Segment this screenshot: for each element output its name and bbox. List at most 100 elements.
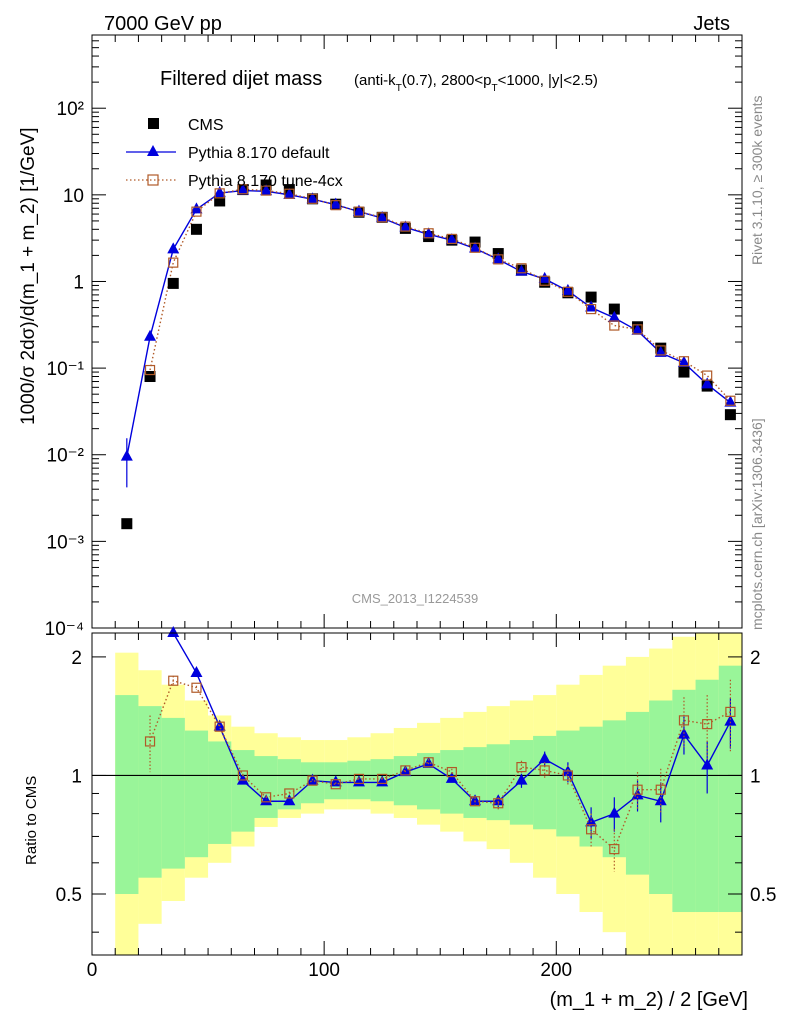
ratio-y-tick-label: 1 [71,766,82,787]
ratio-tune-point [725,706,736,718]
ratio-tune-point [632,784,643,795]
ratio-default-point [445,771,458,783]
main-series-layer [120,179,737,530]
ratio-bands-layer [92,633,742,955]
ratio-y-tick-label-right: 2 [750,648,761,669]
ratio-default-point [515,773,528,785]
ratio-y-axis-label: Ratio to CMS [23,776,40,865]
ratio-default-point [167,626,180,637]
default-data-point [677,355,690,367]
tune-data-point [562,286,573,297]
ratio-tune-point [562,770,573,781]
chart-title: Filtered dijet mass [160,68,322,90]
ratio-band-inner [579,726,603,847]
side-text-bottom: mcplots.cern.ch [arXiv:1306.3436] [749,418,765,630]
default-data-point [422,227,435,239]
chart-subtitle: (anti-kT(0.7), 2800<pT<1000, |y|<2.5) [354,72,598,94]
ratio-band-inner [231,750,255,832]
legend-label-default: Pythia 8.170 default [188,145,330,162]
tune-data-point [493,254,504,265]
ratio-band-inner [138,706,162,878]
default-data-point [445,233,458,245]
default-data-point [399,220,412,232]
cms-data-point [678,366,690,378]
cms-data-point [121,518,133,530]
ratio-band-inner [254,756,278,818]
ratio-tune-point [586,824,597,835]
main-axes: 10⁻⁴ 10⁻³ 10⁻² 10⁻¹ 1 10 10² [45,34,743,640]
tune-data-point [725,395,736,406]
ratio-line-1 [149,679,731,851]
tune-data-point [423,228,434,239]
legend: CMS Pythia 8.170 default Pythia 8.170 tu… [126,117,343,190]
header-right: Jets [693,13,730,35]
cms-data-point [608,303,620,315]
header-left: 7000 GeV pp [104,13,222,35]
main-y-tick-label: 10⁻¹ [47,359,85,380]
legend-label-tune: Pythia 8.170 tune-4cx [188,173,343,190]
default-data-point [283,187,296,199]
cms-data-point [144,371,156,383]
ratio-tune-point [377,773,388,785]
default-data-point [538,271,551,283]
default-data-point [561,283,574,295]
tune-data-point [237,184,248,195]
tune-data-point [214,188,225,199]
tune-data-point [284,188,295,199]
default-data-point [236,183,249,195]
x-tick-label: 0 [87,960,98,981]
ratio-default-point [608,806,621,818]
ratio-tune-point [400,765,411,776]
x-tick-label: 200 [540,960,572,981]
ratio-axes: 0.5 0.5 1 1 2 2 0 100 200 [56,632,776,981]
default-data-point [167,242,180,254]
default-data-point [469,241,482,253]
tune-data-point [702,370,713,381]
default-data-point [144,329,157,341]
tune-data-point [586,303,597,315]
ratio-band-inner [115,695,139,894]
ratio-default-point [236,773,249,785]
default-data-point [631,323,644,335]
ratio-tune-point [678,715,690,726]
legend-marker-cms [148,118,159,129]
default-data-point [608,310,621,322]
default-data-point [376,211,389,223]
tune-data-point [144,364,156,376]
main-y-axis-label: 1000/σ 2dσ)/d(m_1 + m_2) [1/GeV] [18,127,39,425]
ratio-tune-point [423,757,434,768]
analysis-watermark: CMS_2013_I1224539 [352,591,479,606]
tune-data-point [330,200,341,211]
ratio-band-inner [161,717,185,869]
main-y-tick-label: 10⁻² [47,446,85,467]
ratio-tune-point [284,788,295,799]
tune-data-point [168,257,179,268]
ratio-y-tick-label: 0.5 [56,885,82,906]
ratio-frame [91,632,743,956]
ratio-band-inner [463,747,487,818]
ratio-band-inner [208,741,232,844]
legend-marker-tune [147,174,159,186]
tune-data-point [191,206,202,217]
ratio-tune-point [469,796,481,807]
default-data-point [213,186,226,198]
default-data-point [329,197,342,209]
tune-data-point [353,206,365,217]
main-y-tick-label: 10⁻⁴ [45,619,84,640]
ratio-tune-point [493,798,504,809]
side-text-top: Rivet 3.1.10, ≥ 300k events [749,95,765,265]
ratio-tune-point [446,766,457,778]
ratio-tune-point [655,784,666,795]
ratio-tune-point [609,844,620,855]
ratio-tune-point [307,775,318,786]
ratio-band-inner [672,689,696,913]
tune-data-point [469,242,481,253]
tune-data-point [609,320,620,331]
cms-data-point [585,291,597,303]
tune-data-point [261,185,272,196]
series-line-2 [149,188,731,402]
ratio-y-tick-label: 2 [71,648,82,669]
tune-data-point [632,324,643,335]
default-data-point [260,184,273,196]
